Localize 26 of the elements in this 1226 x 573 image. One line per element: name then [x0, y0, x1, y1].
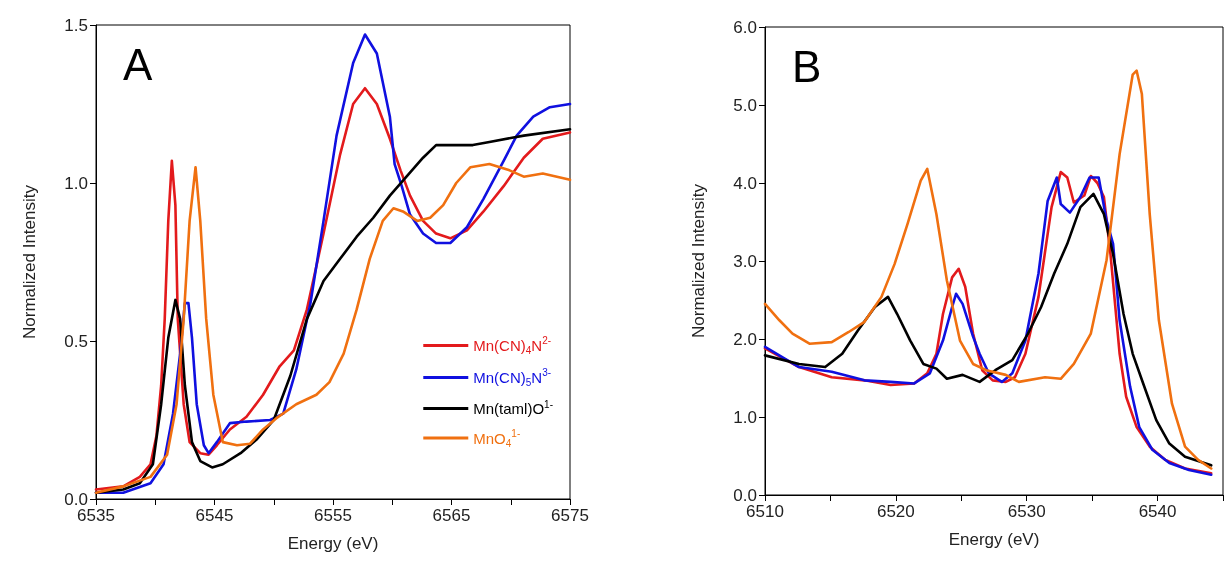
y-tick-label: 1.5: [64, 15, 88, 35]
y-tick-label: 6.0: [733, 17, 757, 37]
x-tick-label: 6530: [1007, 502, 1046, 521]
y-tick-label: 2.0: [733, 329, 757, 349]
x-tick-label: 6535: [77, 506, 115, 525]
x-tick-label: 6545: [195, 506, 234, 525]
y-tick-label: 0.5: [64, 331, 88, 351]
y-tick-label: 1.0: [64, 173, 88, 193]
chart-title: A: [123, 39, 153, 89]
x-tick-label: 6565: [432, 506, 471, 525]
y-axis-title: Normalized Intensity: [689, 183, 708, 339]
x-tick-label: 6520: [876, 502, 915, 521]
x-tick-label: 6555: [314, 506, 352, 525]
y-tick-label: 4.0: [733, 173, 757, 193]
y-tick-label: 0.0: [733, 485, 757, 505]
x-tick-label: 6575: [551, 506, 589, 525]
chart-title: B: [792, 41, 822, 91]
y-tick-label: 0.0: [64, 489, 88, 509]
x-axis-title: Energy (eV): [287, 534, 379, 553]
y-tick-label: 5.0: [733, 95, 757, 115]
x-axis-title: Energy (eV): [948, 530, 1040, 549]
x-tick-label: 6510: [746, 502, 784, 521]
y-axis-title: Normalized Intensity: [20, 184, 39, 340]
y-tick-label: 1.0: [733, 407, 757, 427]
y-tick-label: 3.0: [733, 251, 757, 271]
x-tick-label: 6540: [1138, 502, 1177, 521]
